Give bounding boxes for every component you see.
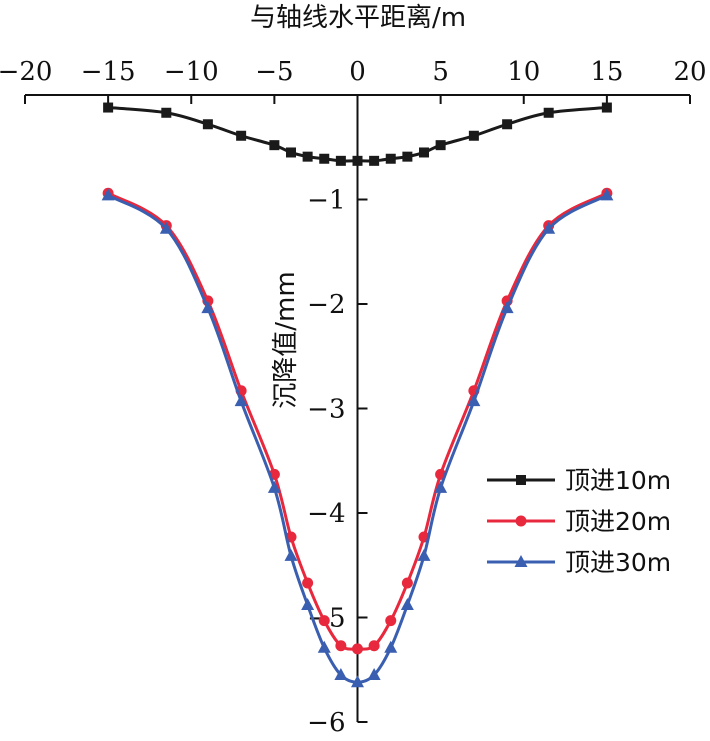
data-point [385,153,396,164]
x-tick-label: −10 [164,57,219,87]
x-tick-label: 15 [590,57,623,87]
data-point [352,155,363,166]
data-point [435,140,446,151]
data-point [319,153,330,164]
data-point [502,119,513,130]
data-point [101,188,115,201]
legend-marker [516,475,526,485]
data-point [400,597,414,610]
data-point [286,147,296,158]
data-point [601,102,612,113]
series-1 [103,102,612,166]
y-axis: −1−2−3−4−5−6 [307,95,368,738]
data-point [335,640,347,652]
x-tick-label: −20 [0,57,52,87]
data-point [302,577,314,589]
data-point [434,480,448,493]
y-tick-label: −2 [307,290,345,320]
x-axis-title: 与轴线水平距离/m [250,3,466,33]
data-point [103,102,114,113]
data-point [467,394,481,407]
x-tick-label: 20 [673,57,706,87]
data-point [351,675,364,688]
data-point [368,640,380,652]
legend-marker [514,555,528,567]
data-point [543,107,554,118]
legend-label: 顶进10m [565,466,671,495]
data-point [159,221,173,234]
x-tick-label: 0 [349,57,366,87]
x-axis: −20 −15 −10 −5 0 5 10 15 20 [0,57,707,104]
y-tick-label: −3 [307,395,345,425]
series-3 [101,188,614,688]
legend-item: 顶进20m [487,507,671,536]
data-point [401,577,413,589]
data-point [500,301,514,314]
legend-label: 顶进30m [565,548,671,577]
data-point [542,221,556,234]
data-point [334,667,348,680]
x-tick-label: 5 [432,57,449,87]
data-point [369,155,380,166]
data-point [317,640,331,653]
data-point [384,640,398,653]
series-layer [101,102,614,688]
data-point [267,480,281,493]
data-point [385,615,397,627]
x-tick-label: −15 [81,57,136,87]
legend-item: 顶进10m [487,466,671,495]
data-point [468,130,479,141]
data-point [202,119,213,130]
data-point [236,130,247,141]
data-point [417,548,431,561]
y-tick-label: −6 [307,708,345,738]
data-point [161,107,172,118]
y-axis-title: 沉降值/mm [271,271,301,408]
x-tick-label: −5 [255,57,293,87]
data-point [302,151,313,162]
legend-marker [515,515,527,527]
data-point [318,615,330,627]
legend-label: 顶进20m [565,507,671,536]
data-point [352,643,363,655]
data-point [419,147,429,158]
data-point [284,548,298,561]
legend: 顶进10m 顶进20m 顶进30m [487,466,671,577]
x-tick-label: 10 [507,57,540,87]
data-point [301,597,315,610]
data-point [269,140,280,151]
y-tick-label: −1 [307,186,345,216]
data-point [367,667,381,680]
data-point [335,155,346,166]
y-tick-label: −4 [307,499,345,529]
legend-item: 顶进30m [487,548,671,577]
data-point [402,151,413,162]
data-point [201,301,215,314]
data-point [234,394,248,407]
data-point [600,188,614,201]
